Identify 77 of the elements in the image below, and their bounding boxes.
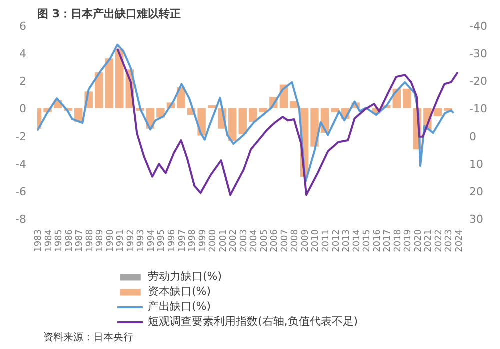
x-tick-label: 1999: [198, 229, 208, 252]
bar: [228, 108, 237, 142]
x-tick-label: 2022: [434, 230, 444, 252]
x-tick-label: 2012: [332, 230, 342, 252]
y2-tick-label: 0: [470, 130, 476, 144]
bar: [116, 48, 124, 108]
bar: [434, 108, 442, 116]
x-tick-label: 1991: [116, 230, 126, 252]
x-tick-label: 1987: [75, 230, 86, 252]
x-tick-label: 2021: [424, 230, 434, 252]
legend-label: 短观调查要素利用指数(右轴,负值代表不足): [148, 314, 358, 329]
x-tick-label: 2000: [208, 229, 219, 252]
x-tick-label: 2018: [393, 229, 404, 252]
y2-tick-label: 10: [470, 158, 484, 171]
x-tick-label: 2005: [260, 230, 270, 252]
y-tick-label: -2: [16, 130, 26, 144]
y-tick-label: -8: [16, 213, 26, 226]
x-tick-label: 1994: [146, 229, 157, 252]
x-tick-label: 2008: [290, 229, 301, 252]
y-tick-label: 4: [20, 48, 26, 61]
text: 资料来源：日本央行: [44, 332, 134, 344]
bar: [403, 88, 412, 108]
x-tick-label: 2020: [414, 229, 424, 252]
x-tick-label: 1989: [96, 229, 106, 252]
x-tick-label: 2013: [342, 230, 352, 252]
y2-tick-label: -40: [470, 20, 488, 33]
y2-tick-label: -10: [470, 102, 488, 116]
x-tick-label: 1996: [167, 229, 178, 252]
x-tick-label: 1993: [136, 230, 147, 252]
legend-label: 产出缺口(%): [148, 299, 212, 314]
x-tick-label: 1983: [34, 230, 44, 252]
x-tick-label: 2023: [444, 230, 455, 252]
legend-label: 资本缺口(%): [148, 284, 212, 299]
y-tick-label: 0: [20, 102, 26, 116]
x-tick-label: 2014: [352, 229, 362, 252]
x-tick-label: 2007: [280, 230, 290, 252]
x-tick-label: 2016: [372, 229, 383, 252]
x-tick-label: 2024: [455, 229, 465, 252]
bar: [105, 58, 114, 108]
x-tick-label: 2011: [322, 230, 332, 252]
bar: [238, 108, 247, 134]
line-series: [38, 44, 455, 184]
y-tick-label: 2: [20, 75, 26, 88]
x-tick-label: 2002: [229, 230, 240, 252]
x-tick-label: 1990: [106, 229, 116, 252]
x-tick-label: 2004: [250, 229, 260, 252]
x-tick-label: 1985: [54, 230, 65, 252]
x-tick-label: 2009: [300, 229, 311, 252]
x-tick-label: 1992: [126, 230, 136, 252]
x-tick-label: 1988: [85, 229, 96, 252]
x-tick-label: 2015: [362, 230, 373, 252]
bar: [331, 108, 340, 112]
y2-tick-label: 30: [470, 213, 484, 226]
y2-tick-label: 20: [470, 185, 484, 198]
y2-tick-label: -30: [470, 48, 488, 61]
y-tick-label: -6: [16, 185, 26, 198]
x-tick-label: 1998: [188, 229, 198, 252]
y-tick-label: -4: [16, 158, 26, 171]
y2-tick-label: -20: [470, 75, 488, 88]
x-tick-label: 1986: [64, 229, 75, 252]
bar: [310, 108, 319, 147]
x-tick-label: 1984: [44, 229, 54, 252]
line-series: [116, 48, 458, 196]
bar: [95, 72, 104, 108]
x-tick-label: 1997: [178, 230, 188, 252]
bar: [249, 108, 258, 122]
legend-label: 劳动力缺口(%): [148, 269, 222, 284]
x-tick-label: 2017: [383, 230, 394, 252]
x-tick-label: 2006: [270, 229, 280, 252]
x-tick-label: 2010: [311, 229, 322, 252]
chart-title: 图 3：日本产出缺口难以转正: [38, 8, 181, 20]
x-tick-label: 2001: [218, 230, 229, 252]
x-tick-label: 2003: [239, 230, 250, 252]
x-tick-label: 2019: [404, 229, 414, 252]
y-tick-label: 6: [20, 20, 26, 33]
x-tick-label: 1995: [157, 230, 168, 252]
bar: [259, 108, 268, 112]
